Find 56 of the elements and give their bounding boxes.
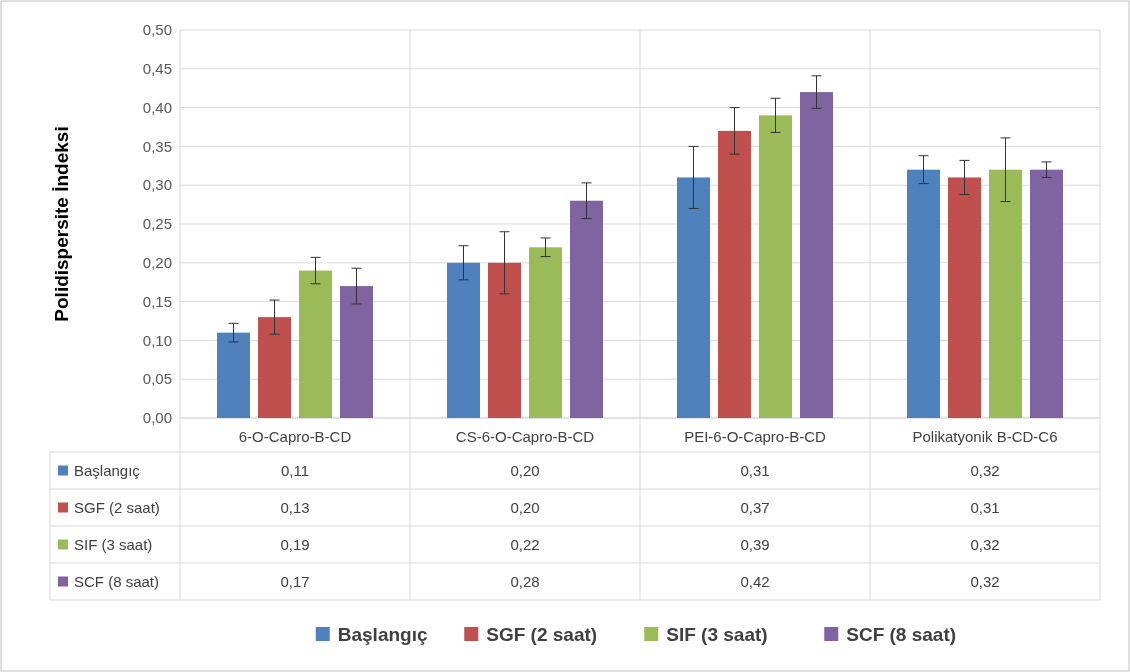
bar: [258, 317, 291, 418]
y-axis-title: Polidispersite İndeksi: [51, 126, 72, 322]
legend-label: SIF (3 saat): [74, 535, 153, 553]
bar: [718, 130, 751, 418]
x-tick-label: CS-6-O-Capro-B-CD: [455, 428, 595, 446]
y-tick-label: 0,45: [142, 60, 172, 78]
bar: [340, 286, 373, 418]
y-tick-label: 0,05: [142, 370, 172, 388]
data-label: 0,42: [740, 572, 770, 590]
data-label: 0,31: [970, 498, 1000, 516]
y-tick-label: 0,20: [142, 254, 172, 272]
x-tick-label: PEI-6-O-Capro-B-CD: [684, 428, 827, 446]
x-tick-label: Polikatyonik B-CD-C6: [912, 428, 1058, 446]
x-tick-label: 6-O-Capro-B-CD: [238, 428, 352, 446]
y-tick-label: 0,35: [142, 137, 172, 155]
bar: [570, 200, 603, 418]
text: SGF (2 saat): [486, 623, 598, 645]
data-label: 0,32: [970, 572, 1000, 590]
data-label: 0,17: [280, 572, 310, 590]
data-label: 0,39: [740, 535, 770, 553]
bar: [677, 177, 710, 418]
bar: [217, 332, 250, 418]
bar: [989, 169, 1022, 418]
text: SCF (8 saat): [74, 572, 160, 590]
data-label: 0,32: [970, 535, 1000, 553]
bar: [529, 247, 562, 418]
bar: [948, 177, 981, 418]
data-label: 0,32: [970, 461, 1000, 479]
y-tick-label: 0,10: [142, 331, 172, 349]
data-label: 0,19: [280, 535, 310, 553]
bar: [907, 169, 940, 418]
data-label: 0,37: [740, 498, 770, 516]
y-tick-label: 0,15: [142, 292, 172, 310]
bar: [447, 262, 480, 418]
legend-label: Başlangıç: [74, 461, 141, 479]
text: Başlangıç: [337, 623, 428, 645]
data-label: 0,22: [510, 535, 540, 553]
data-label: 0,20: [510, 461, 540, 479]
y-tick-label: 0,00: [142, 409, 172, 427]
bar: [299, 270, 332, 418]
data-label: 0,31: [740, 461, 770, 479]
legend-label: SGF (2 saat): [74, 498, 160, 516]
bar: [1030, 169, 1063, 418]
y-tick-label: 0,40: [142, 98, 172, 116]
bar: [800, 92, 833, 418]
y-tick-label: 0,25: [142, 215, 172, 233]
data-label: 0,28: [510, 572, 540, 590]
data-label: 0,13: [280, 498, 310, 516]
y-tick-label: 0,30: [142, 176, 172, 194]
y-tick-label: 0,50: [142, 21, 172, 39]
bar: [488, 262, 521, 418]
data-label: 0,11: [280, 461, 310, 479]
bar: [759, 115, 792, 418]
data-label: 0,20: [510, 498, 540, 516]
legend-label: SCF (8 saat): [846, 623, 957, 645]
text: SIF (3 saat): [666, 623, 768, 645]
